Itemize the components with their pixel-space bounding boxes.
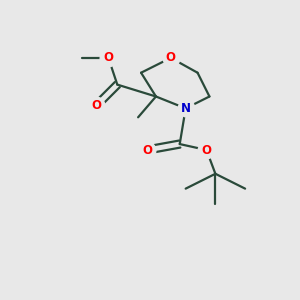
Text: O: O <box>166 51 176 64</box>
Text: O: O <box>92 99 101 112</box>
Text: N: N <box>181 102 191 115</box>
Text: O: O <box>202 143 212 157</box>
Text: O: O <box>142 143 152 157</box>
Text: O: O <box>103 51 113 64</box>
